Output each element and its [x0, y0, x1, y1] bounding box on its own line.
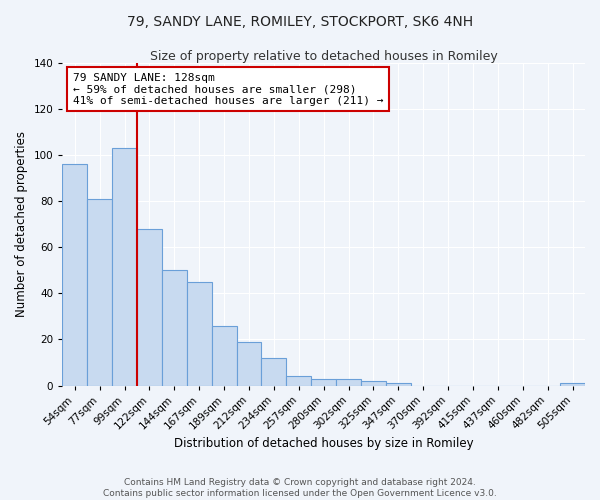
Bar	[212, 326, 236, 386]
Bar	[162, 270, 187, 386]
Text: 79, SANDY LANE, ROMILEY, STOCKPORT, SK6 4NH: 79, SANDY LANE, ROMILEY, STOCKPORT, SK6 …	[127, 15, 473, 29]
Bar	[187, 282, 212, 386]
Text: Contains HM Land Registry data © Crown copyright and database right 2024.
Contai: Contains HM Land Registry data © Crown c…	[103, 478, 497, 498]
X-axis label: Distribution of detached houses by size in Romiley: Distribution of detached houses by size …	[174, 437, 473, 450]
Bar	[62, 164, 87, 386]
Bar	[336, 378, 361, 386]
Text: 79 SANDY LANE: 128sqm
← 59% of detached houses are smaller (298)
41% of semi-det: 79 SANDY LANE: 128sqm ← 59% of detached …	[73, 72, 383, 106]
Bar	[386, 384, 411, 386]
Bar	[560, 384, 585, 386]
Bar	[286, 376, 311, 386]
Bar	[112, 148, 137, 386]
Bar	[87, 199, 112, 386]
Bar	[137, 229, 162, 386]
Title: Size of property relative to detached houses in Romiley: Size of property relative to detached ho…	[150, 50, 497, 63]
Bar	[361, 381, 386, 386]
Bar	[262, 358, 286, 386]
Bar	[311, 378, 336, 386]
Bar	[236, 342, 262, 386]
Y-axis label: Number of detached properties: Number of detached properties	[15, 132, 28, 318]
